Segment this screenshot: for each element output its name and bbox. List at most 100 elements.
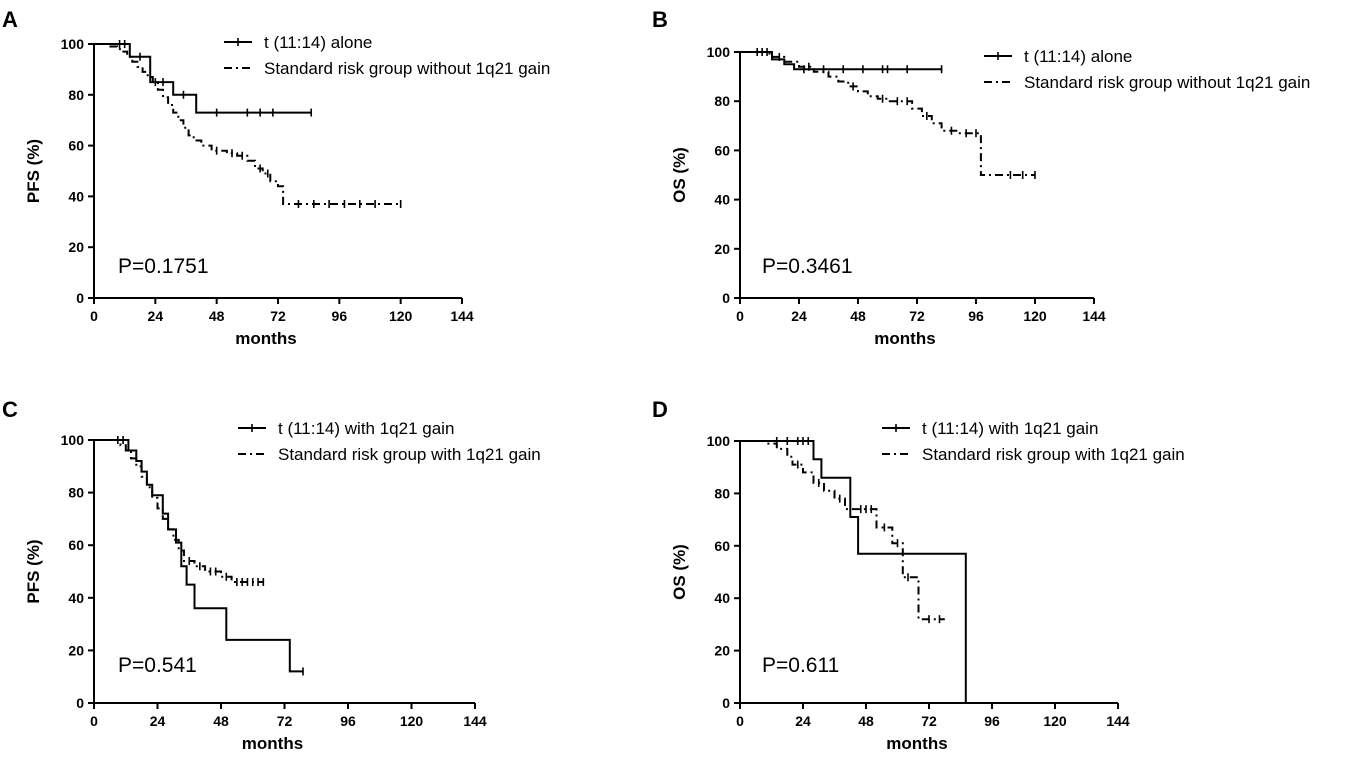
x-tick-label: 48 [213,713,229,729]
p-value-annotation: P=0.1751 [118,255,209,278]
y-tick-label: 20 [68,642,84,658]
x-tick-label: 96 [984,713,1000,729]
x-axis-title: months [874,329,935,348]
legend-label: Standard risk group with 1q21 gain [278,445,541,464]
series-primary [94,436,304,676]
km-curve [740,51,1035,176]
legend-label: Standard risk group without 1q21 gain [264,59,550,78]
series-standard-risk [94,43,402,209]
km-curve [94,43,401,205]
y-tick-label: 60 [714,142,730,158]
x-tick-label: 24 [795,713,811,729]
x-tick-label: 24 [150,713,166,729]
x-axis-title: months [242,734,303,753]
series-standard-risk [740,440,945,624]
x-tick-label: 0 [90,308,98,324]
panel-letter-c: C [2,397,18,422]
y-tick-label: 40 [68,590,84,606]
y-tick-label: 20 [714,241,730,257]
x-tick-label: 144 [450,308,474,324]
panel-letter-b: B [652,7,668,32]
series-primary [740,437,967,703]
legend: t (11:14) with 1q21 gain Standard risk gr… [882,419,1185,464]
x-tick-label: 144 [463,713,487,729]
x-tick-label: 0 [736,713,744,729]
km-curve [94,439,264,583]
series-primary [94,40,313,117]
legend: t (11:14) alone Standard risk group witho… [984,47,1310,92]
y-tick-label: 80 [68,485,84,501]
x-tick-label: 120 [1043,713,1067,729]
km-panel-b: 0 20 40 60 80 100 0 24 48 72 96 120 144 months OS (%) t… [670,44,1310,348]
x-tick-label: 96 [968,308,984,324]
y-axis-title: PFS (%) [24,139,43,203]
x-tick-label: 72 [270,308,286,324]
legend-label: t (11:14) with 1q21 gain [278,419,454,438]
x-tick-label: 144 [1082,308,1106,324]
km-curve [94,439,303,673]
y-tick-label: 80 [714,93,730,109]
y-tick-label: 40 [714,192,730,208]
y-tick-label: 40 [714,590,730,606]
km-panel-c: 0 20 40 60 80 100 0 24 48 72 96 120 144 months PFS (%)… [24,419,541,753]
series-standard-risk [94,439,265,587]
x-tick-label: 0 [736,308,744,324]
km-curve [740,51,942,71]
panel-letter-d: D [652,397,668,422]
series-standard-risk [740,51,1036,179]
y-tick-label: 60 [68,138,84,154]
y-tick-label: 100 [707,433,731,449]
km-panel-a: 0 20 40 60 80 100 0 24 48 72 96 120 144 months PFS (%)… [24,33,550,348]
y-tick-label: 0 [722,695,730,711]
y-tick-label: 100 [61,432,85,448]
x-tick-label: 24 [148,308,164,324]
x-tick-label: 120 [389,308,413,324]
y-tick-label: 80 [68,87,84,103]
series-primary [740,48,943,74]
x-tick-label: 96 [340,713,356,729]
x-tick-label: 72 [277,713,293,729]
km-curve [740,440,945,621]
y-axis-title: OS (%) [670,147,689,203]
x-tick-label: 48 [850,308,866,324]
y-axis-title: PFS (%) [24,539,43,603]
y-tick-label: 40 [68,188,84,204]
legend-label: t (11:14) with 1q21 gain [922,419,1098,438]
p-value-annotation: P=0.541 [118,654,197,677]
legend-label: t (11:14) alone [1024,47,1132,66]
x-tick-label: 96 [332,308,348,324]
x-tick-label: 0 [90,713,98,729]
y-tick-label: 100 [61,36,85,52]
y-tick-label: 20 [714,643,730,659]
legend-label: t (11:14) alone [264,33,372,52]
x-axis-title: months [235,329,296,348]
p-value-annotation: P=0.611 [762,654,839,677]
y-tick-label: 80 [714,485,730,501]
x-tick-label: 48 [209,308,225,324]
y-axis-title: OS (%) [670,544,689,600]
x-tick-label: 144 [1106,713,1130,729]
km-panel-d: 0 20 40 60 80 100 0 24 48 72 96 120 144 months OS (%) t… [670,419,1185,753]
y-tick-label: 20 [68,239,84,255]
legend: t (11:14) with 1q21 gain Standard risk gr… [238,419,541,464]
x-tick-label: 120 [400,713,424,729]
km-curve [740,440,967,703]
x-tick-label: 48 [858,713,874,729]
y-tick-label: 0 [76,290,84,306]
legend: t (11:14) alone Standard risk group witho… [224,33,550,78]
y-tick-label: 0 [722,290,730,306]
y-tick-label: 60 [68,537,84,553]
legend-label: Standard risk group with 1q21 gain [922,445,1185,464]
y-tick-label: 100 [707,44,731,60]
p-value-annotation: P=0.3461 [762,255,853,278]
x-axis-title: months [886,734,947,753]
x-tick-label: 120 [1023,308,1047,324]
y-tick-label: 60 [714,538,730,554]
x-tick-label: 72 [909,308,925,324]
x-tick-label: 72 [921,713,937,729]
x-tick-label: 24 [791,308,807,324]
y-tick-label: 0 [76,695,84,711]
legend-label: Standard risk group without 1q21 gain [1024,73,1310,92]
